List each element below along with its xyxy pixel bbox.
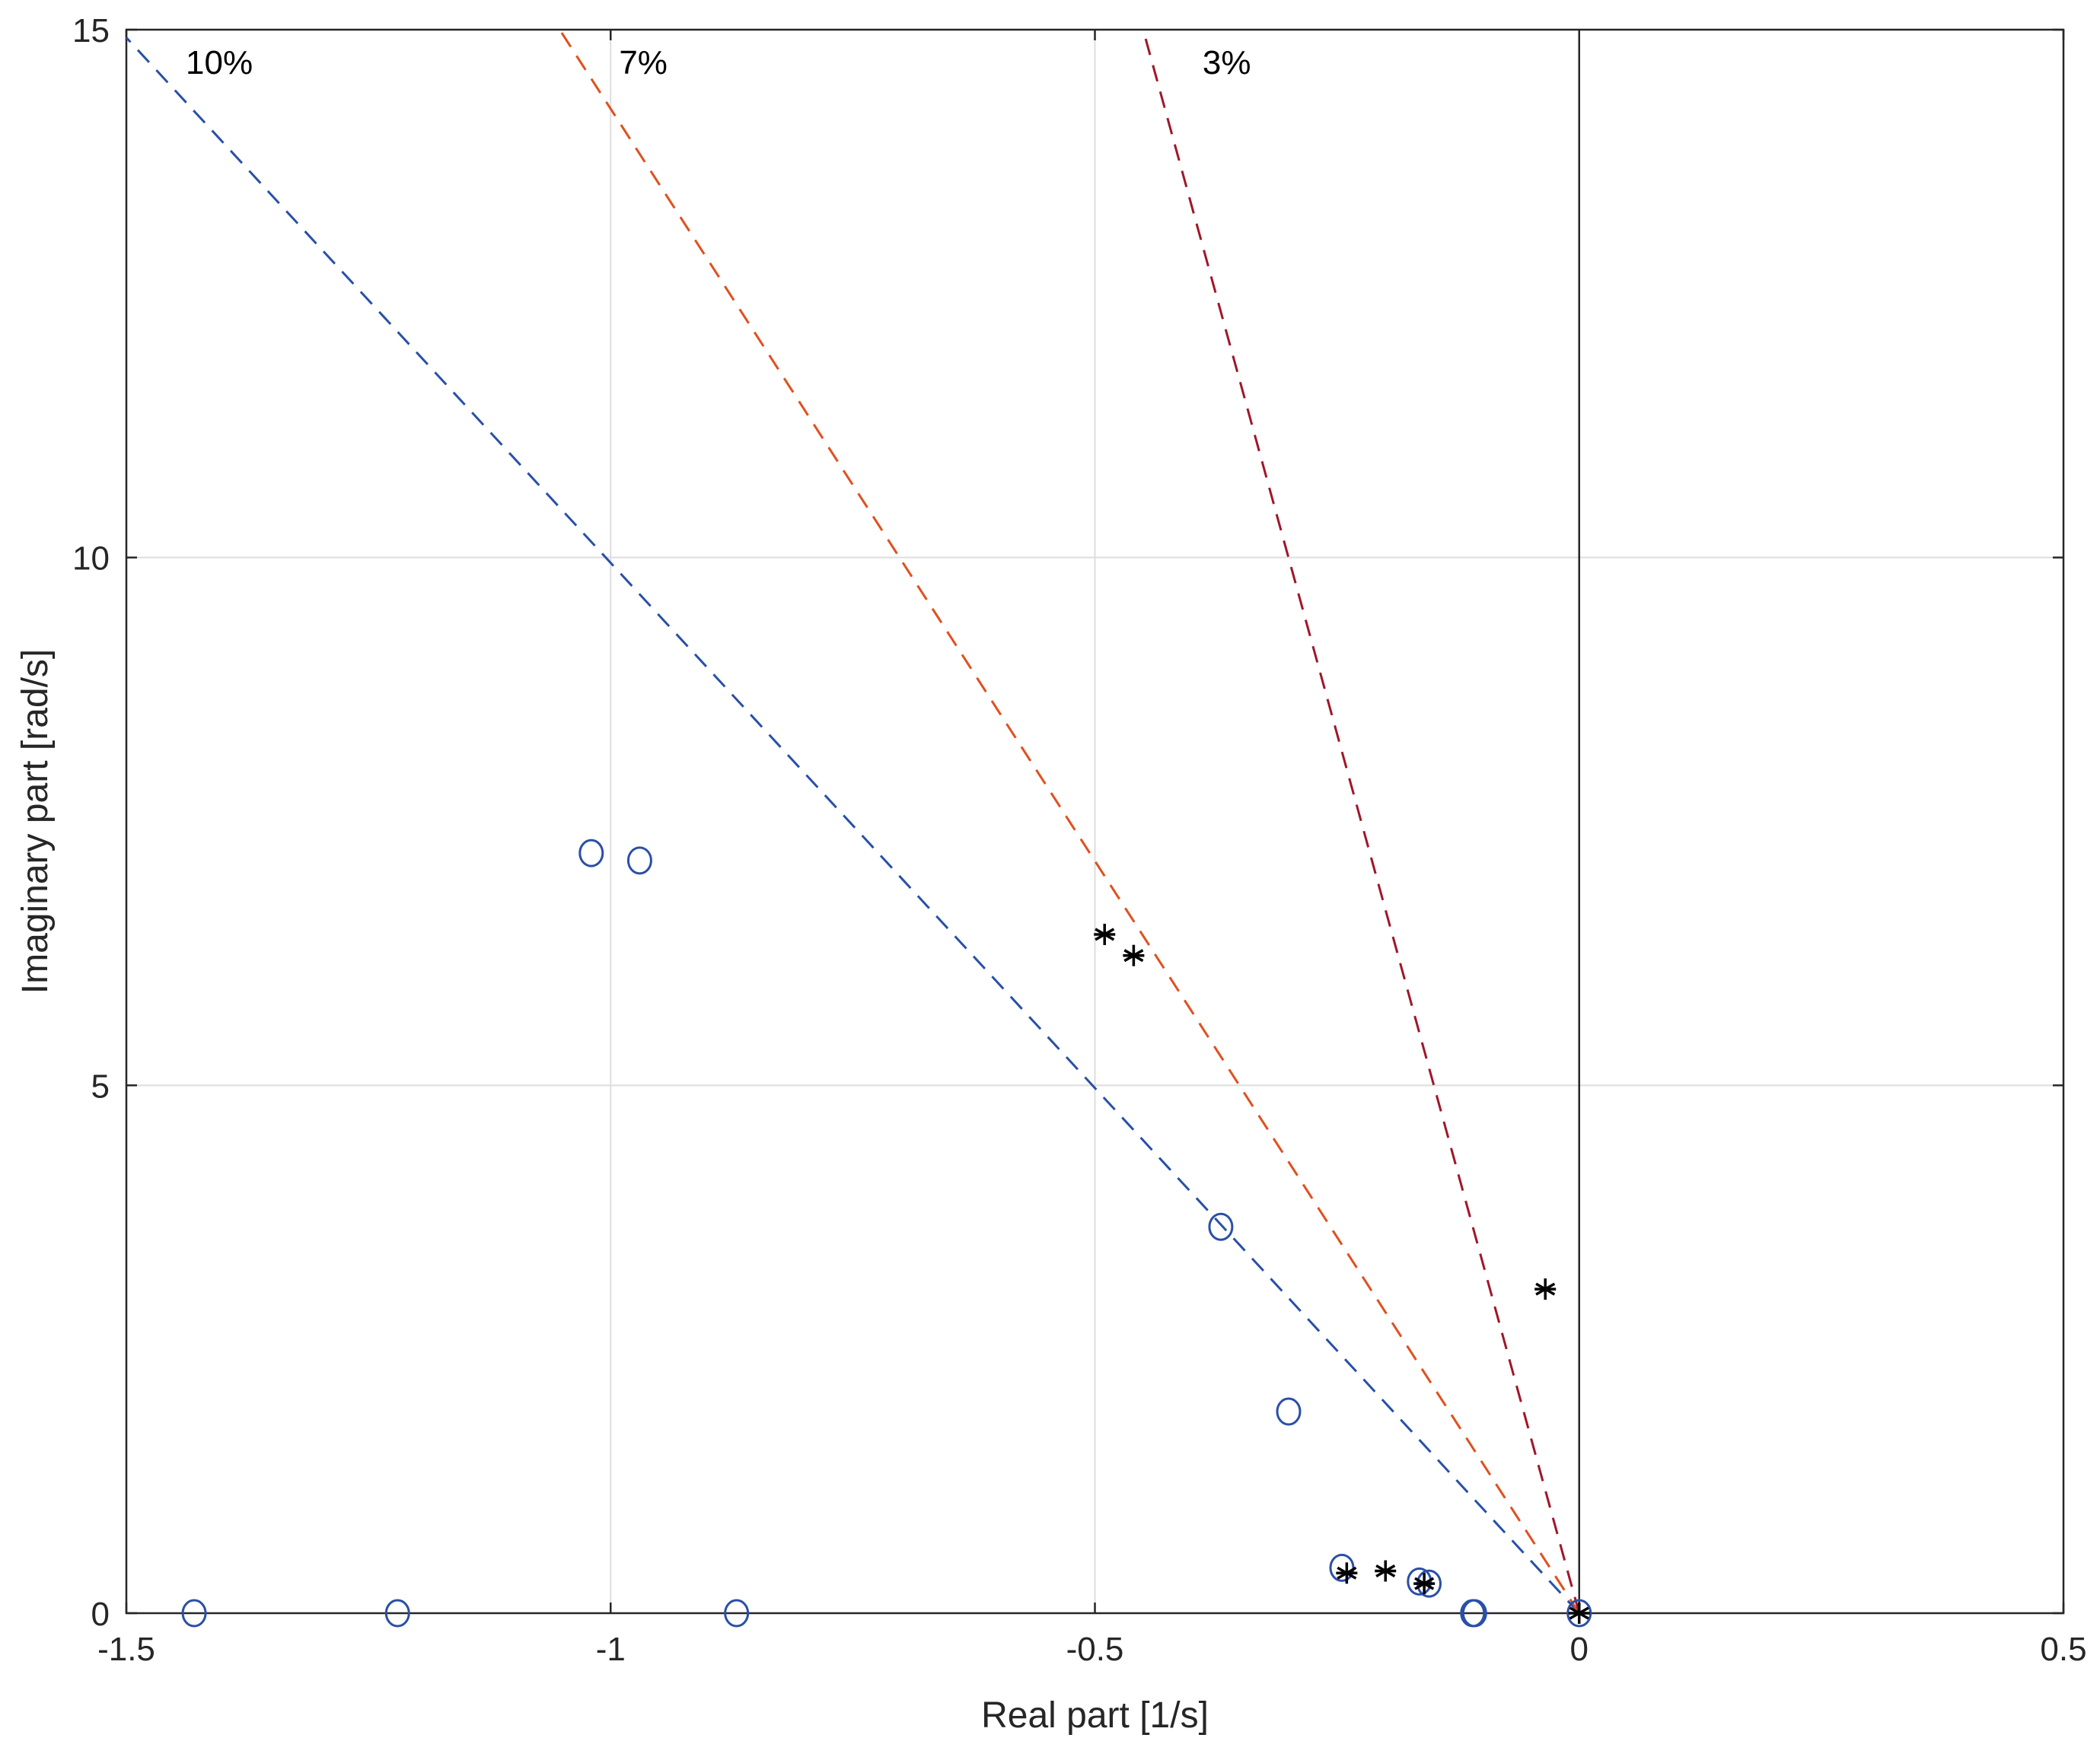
circle-marker — [626, 846, 652, 875]
grid — [126, 30, 2063, 1613]
circle-marker — [181, 1599, 207, 1628]
damping-line — [125, 37, 1580, 1615]
y-tick-label: 0 — [91, 1596, 110, 1633]
damping-line-label: 10% — [186, 44, 253, 81]
damping-line — [559, 29, 1581, 1614]
circle-marker — [1276, 1397, 1302, 1426]
circle-marker — [578, 839, 604, 867]
y-tick-label: 15 — [72, 12, 110, 49]
x-tick-label: 0 — [1570, 1631, 1589, 1668]
circle-marker — [384, 1599, 410, 1628]
y-tick-label: 5 — [91, 1068, 110, 1105]
damping-line — [1142, 29, 1581, 1614]
asterisk-marker — [1568, 1603, 1590, 1624]
y-tick-label: 10 — [72, 540, 110, 578]
asterisk-marker — [1413, 1573, 1436, 1595]
circle-marker — [724, 1599, 750, 1628]
x-tick-label: -1 — [596, 1631, 626, 1668]
x-tick-label: -1.5 — [97, 1631, 155, 1668]
asterisk-marker — [1123, 944, 1145, 966]
asterisk-marker — [1375, 1560, 1397, 1582]
damping-line-label: 3% — [1203, 44, 1251, 81]
x-axis-title: Real part [1/s] — [981, 1695, 1209, 1736]
damping-line-label: 7% — [619, 44, 668, 81]
asterisk-marker — [1094, 923, 1116, 945]
damping-lines: 10% 7% 3% — [125, 29, 1581, 1615]
circle-marker — [1407, 1567, 1432, 1596]
y-axis-title: Imaginary part [rad/s] — [15, 649, 56, 995]
data-points — [181, 839, 1592, 1628]
asterisk-marker — [1336, 1562, 1358, 1584]
tick-labels: -1.5 -1 -0.5 0 0.5 0 5 10 15 — [72, 12, 2087, 1668]
x-tick-label: 0.5 — [2040, 1631, 2086, 1668]
x-tick-label: -0.5 — [1066, 1631, 1124, 1668]
circle-marker — [1461, 1599, 1487, 1628]
circle-marker — [1566, 1599, 1592, 1628]
axes-box — [125, 28, 2065, 1615]
asterisk-marker — [1534, 1278, 1557, 1300]
circle-marker — [1208, 1212, 1234, 1241]
